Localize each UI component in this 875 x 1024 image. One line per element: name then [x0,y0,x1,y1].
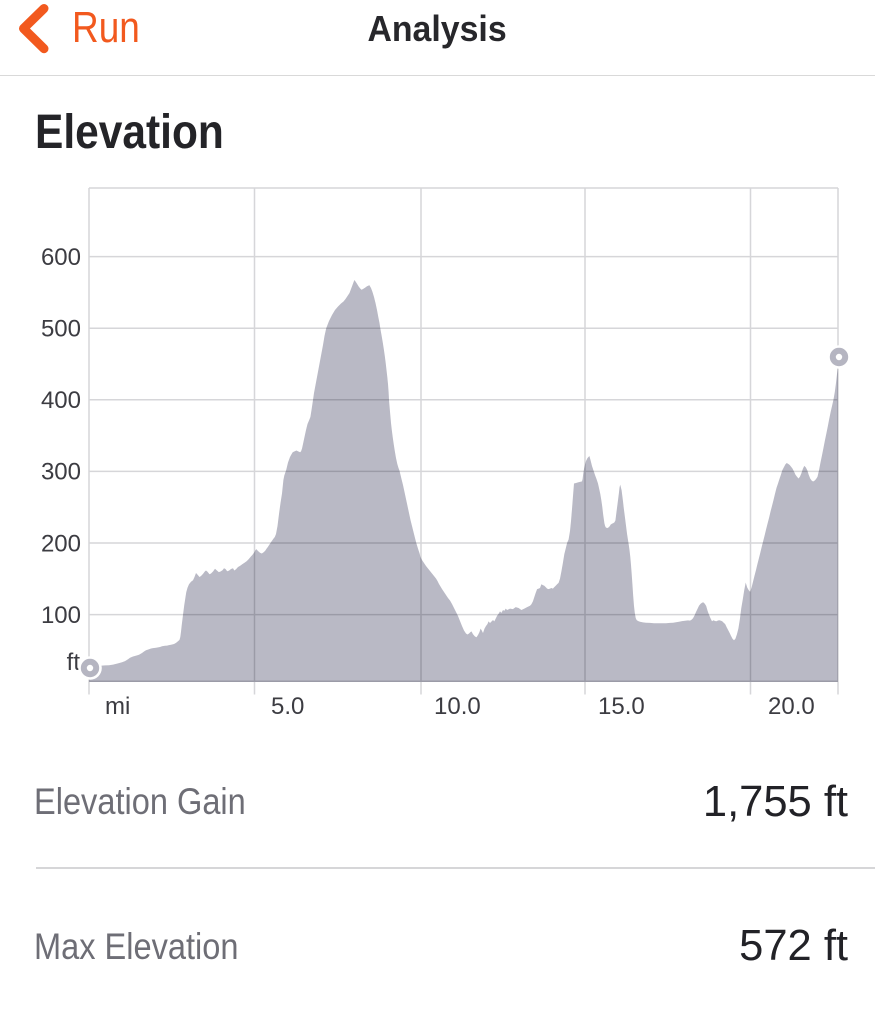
svg-text:5.0: 5.0 [271,693,304,720]
svg-text:500: 500 [41,316,81,343]
svg-text:200: 200 [41,530,81,557]
svg-text:100: 100 [41,602,81,629]
svg-text:400: 400 [41,387,81,414]
svg-text:10.0: 10.0 [434,693,481,720]
svg-text:300: 300 [41,459,81,486]
svg-text:600: 600 [41,244,81,271]
svg-text:20.0: 20.0 [768,693,815,720]
svg-text:15.0: 15.0 [598,693,645,720]
svg-text:ft: ft [67,649,81,676]
svg-text:mi: mi [105,693,130,720]
